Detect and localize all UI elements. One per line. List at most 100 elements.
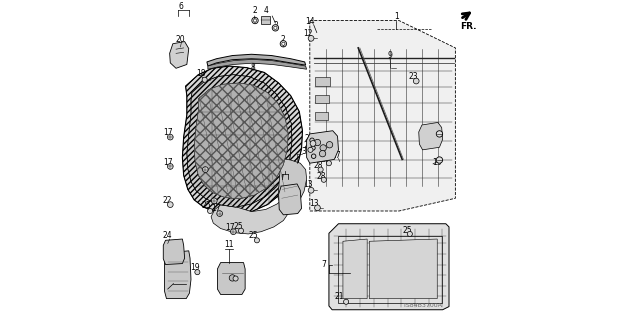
Text: 8: 8: [251, 62, 255, 71]
Circle shape: [326, 161, 332, 166]
Text: FR.: FR.: [460, 22, 477, 31]
Text: 2: 2: [273, 21, 278, 30]
Polygon shape: [187, 75, 292, 207]
Circle shape: [314, 139, 321, 146]
Text: 17: 17: [163, 158, 173, 167]
Circle shape: [168, 164, 173, 169]
Text: 24: 24: [163, 231, 173, 240]
Circle shape: [282, 42, 285, 45]
Polygon shape: [419, 123, 443, 150]
Text: 19: 19: [190, 263, 200, 272]
Circle shape: [168, 202, 173, 207]
Circle shape: [239, 228, 244, 233]
Circle shape: [308, 188, 314, 193]
Text: 27: 27: [332, 151, 341, 160]
Circle shape: [217, 211, 223, 216]
Polygon shape: [261, 16, 269, 24]
Text: 18: 18: [196, 69, 205, 78]
Text: 20: 20: [175, 35, 186, 44]
Polygon shape: [307, 131, 339, 163]
Text: 17: 17: [212, 204, 221, 213]
Text: 28: 28: [314, 161, 323, 170]
Circle shape: [253, 19, 257, 22]
Text: 29: 29: [321, 155, 330, 164]
Circle shape: [195, 270, 200, 275]
Circle shape: [318, 167, 323, 172]
Text: 19: 19: [228, 269, 238, 279]
Text: 17: 17: [225, 223, 235, 232]
Circle shape: [274, 26, 277, 29]
Text: 11: 11: [225, 240, 234, 249]
Text: 2: 2: [252, 6, 257, 15]
Circle shape: [280, 41, 287, 47]
Circle shape: [319, 150, 326, 157]
Circle shape: [168, 134, 173, 140]
Polygon shape: [316, 77, 330, 86]
Circle shape: [315, 205, 320, 211]
Circle shape: [308, 147, 313, 152]
Text: 16: 16: [429, 127, 439, 136]
Circle shape: [308, 36, 314, 41]
Circle shape: [230, 229, 236, 235]
Polygon shape: [170, 42, 189, 68]
Text: 23: 23: [408, 72, 418, 81]
Circle shape: [252, 17, 258, 24]
Text: 25: 25: [201, 201, 211, 210]
Text: 21: 21: [335, 292, 344, 301]
Circle shape: [344, 299, 349, 304]
Text: 25: 25: [233, 222, 243, 231]
Polygon shape: [369, 239, 437, 299]
Text: 1: 1: [394, 12, 399, 21]
Text: TS84B3700A: TS84B3700A: [403, 303, 443, 308]
Text: 7: 7: [321, 260, 326, 269]
Circle shape: [233, 276, 238, 281]
Polygon shape: [163, 239, 184, 265]
Circle shape: [436, 131, 443, 137]
Circle shape: [211, 198, 217, 204]
Text: 9: 9: [388, 51, 392, 60]
Circle shape: [321, 177, 326, 182]
Circle shape: [436, 157, 443, 163]
Polygon shape: [194, 83, 288, 199]
Circle shape: [326, 141, 333, 148]
Circle shape: [310, 140, 316, 146]
Text: 4: 4: [264, 6, 268, 15]
Circle shape: [320, 145, 326, 151]
Text: 3: 3: [301, 147, 307, 156]
Text: 13: 13: [303, 180, 313, 189]
Polygon shape: [310, 20, 456, 211]
Text: 12: 12: [303, 29, 313, 38]
Circle shape: [202, 77, 207, 82]
Polygon shape: [211, 198, 288, 234]
Text: 14: 14: [305, 17, 315, 26]
Text: 17: 17: [163, 127, 173, 137]
Polygon shape: [278, 184, 301, 215]
Polygon shape: [207, 54, 306, 66]
Text: 26: 26: [304, 134, 314, 143]
Polygon shape: [316, 95, 329, 103]
Circle shape: [207, 208, 212, 213]
Text: 5: 5: [283, 164, 288, 172]
Text: 13: 13: [310, 198, 319, 208]
Polygon shape: [164, 251, 191, 299]
Text: 20: 20: [278, 166, 287, 175]
Text: 15: 15: [433, 158, 442, 167]
Text: 17: 17: [198, 161, 207, 170]
Polygon shape: [218, 263, 245, 294]
Polygon shape: [182, 66, 303, 215]
Text: 28: 28: [317, 172, 326, 181]
Text: 6: 6: [179, 2, 184, 11]
Circle shape: [202, 167, 208, 172]
Polygon shape: [208, 60, 307, 69]
Text: 17: 17: [206, 193, 216, 202]
Circle shape: [229, 275, 236, 281]
Text: 10: 10: [181, 276, 191, 285]
Circle shape: [407, 231, 412, 236]
Polygon shape: [278, 158, 307, 210]
Text: 25: 25: [249, 231, 259, 240]
Polygon shape: [343, 239, 367, 299]
Circle shape: [254, 238, 259, 243]
Text: 22: 22: [163, 196, 173, 205]
Circle shape: [272, 25, 278, 31]
Text: 2: 2: [281, 35, 285, 44]
